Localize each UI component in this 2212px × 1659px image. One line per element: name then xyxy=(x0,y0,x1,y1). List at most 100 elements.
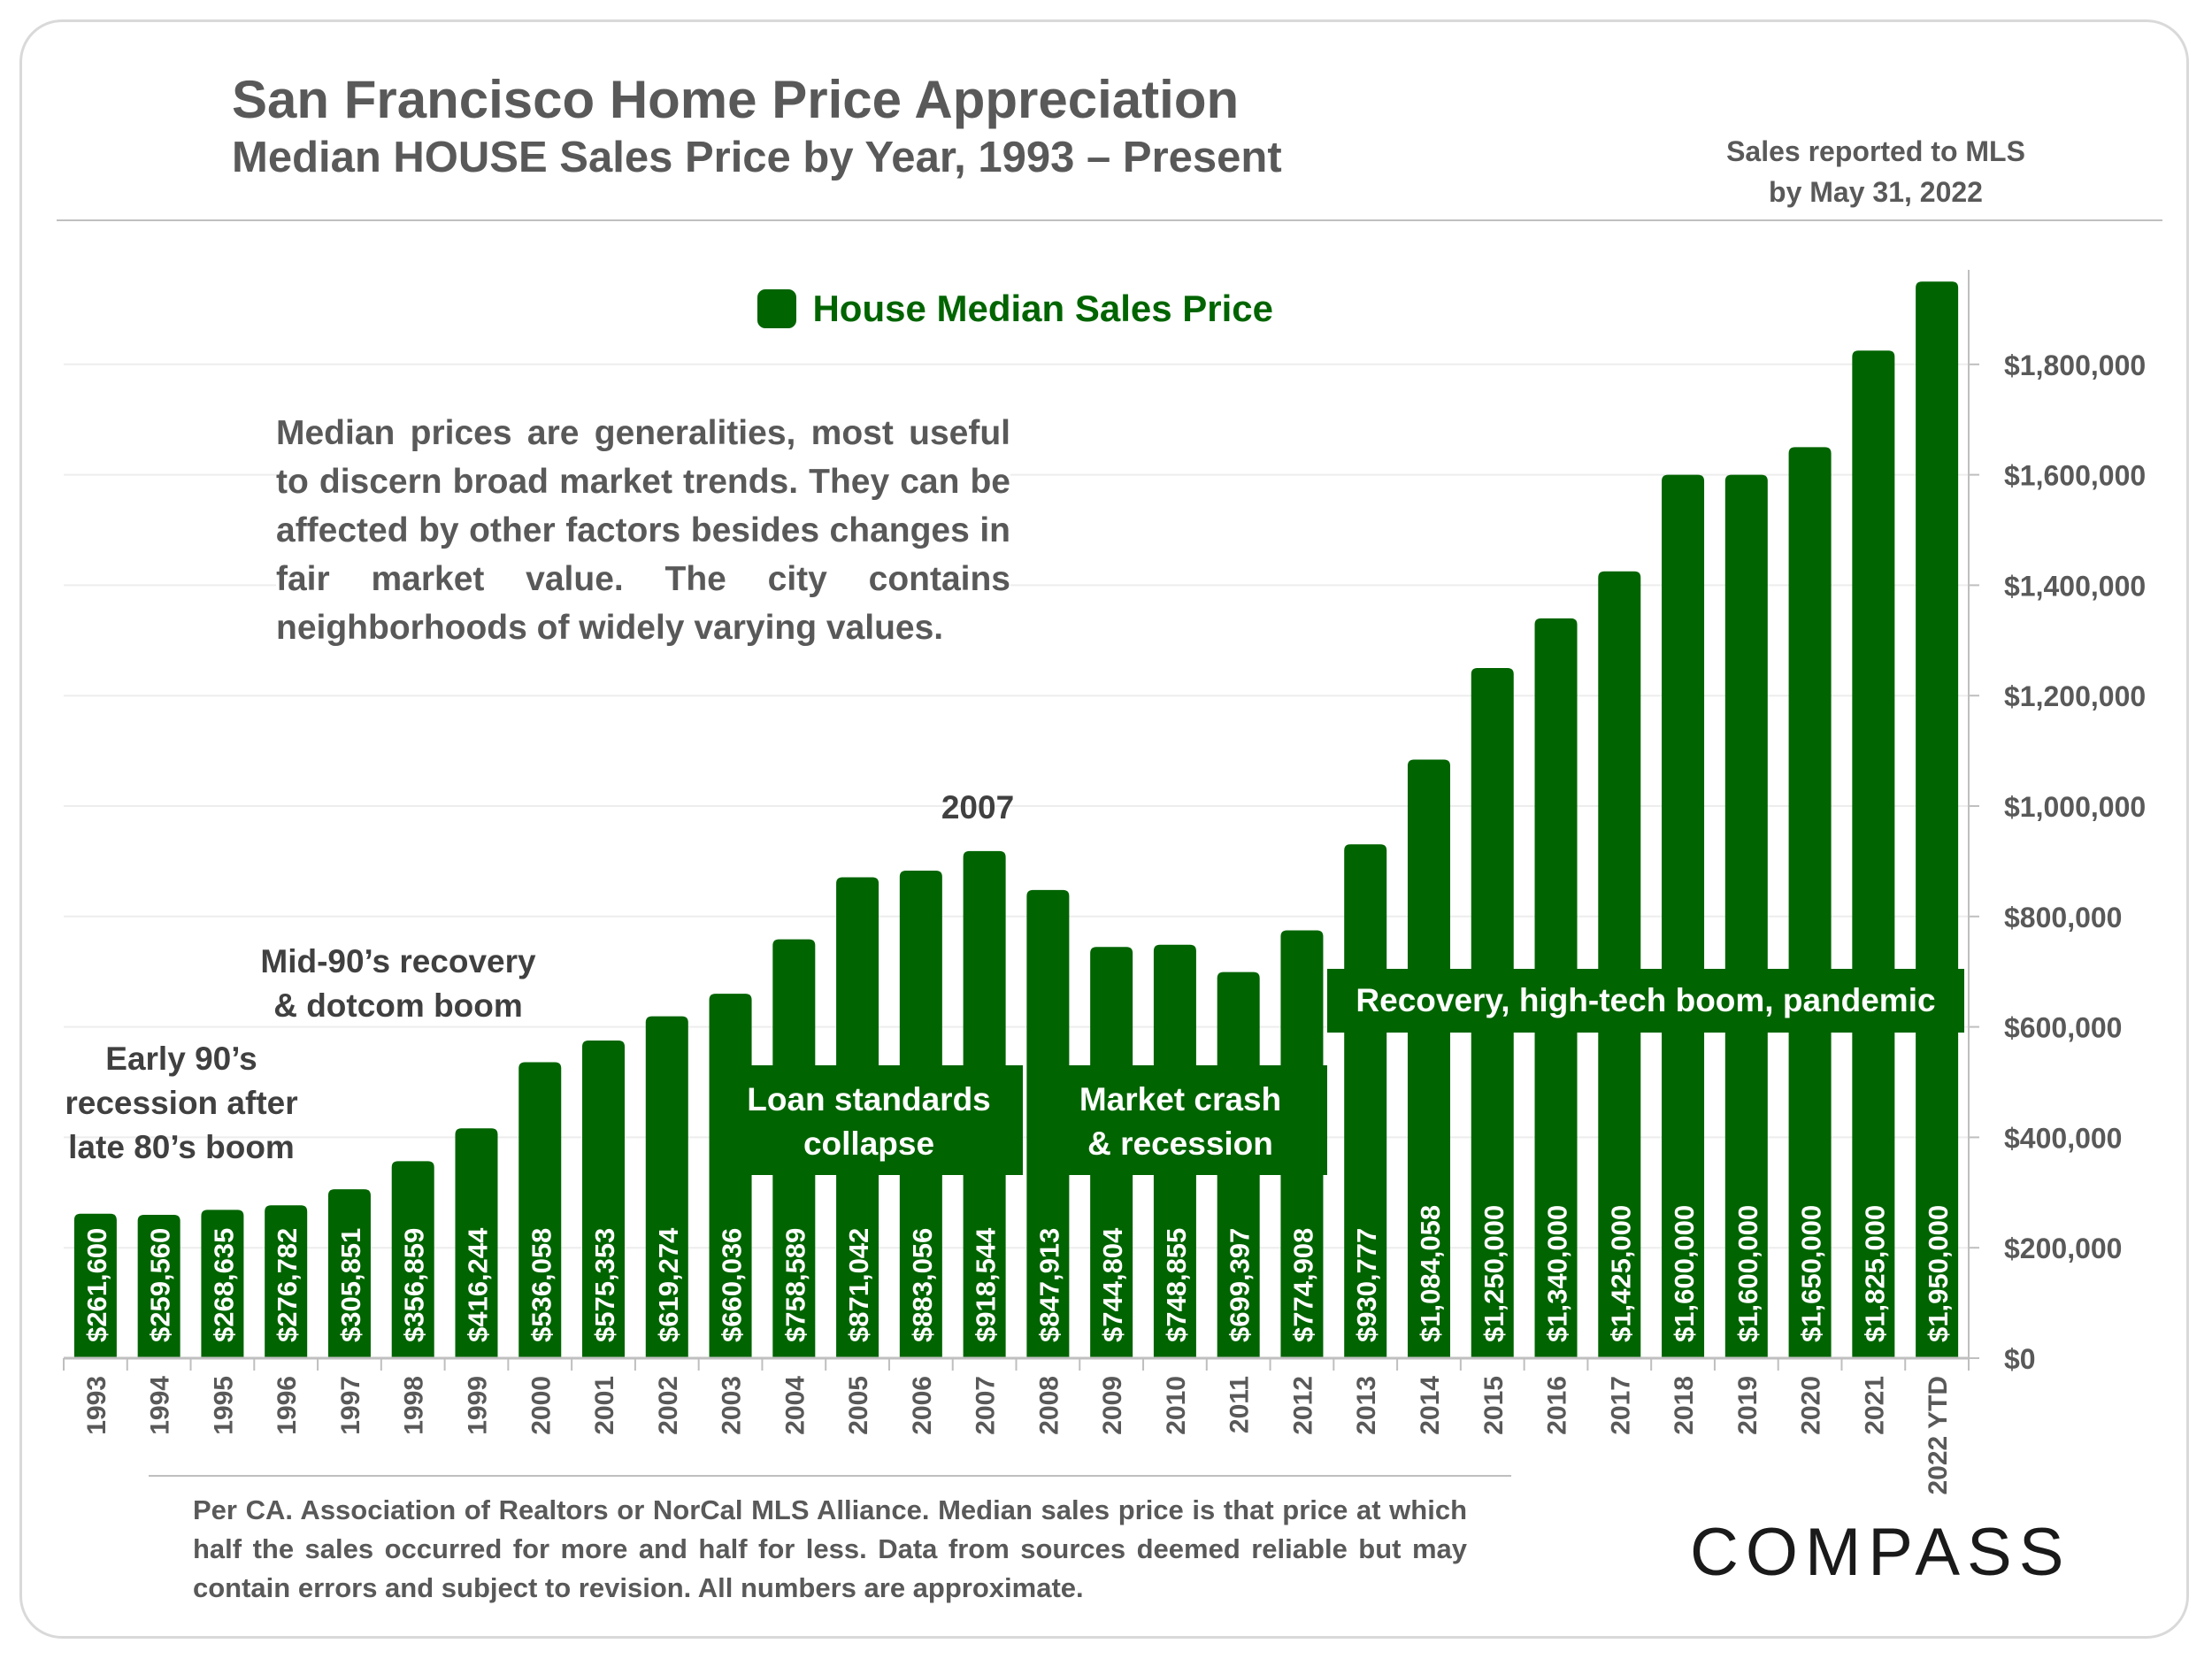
bar xyxy=(1852,350,1895,1359)
bar-value-label: $619,274 xyxy=(653,1227,684,1342)
bar-value-label: $774,908 xyxy=(1287,1228,1318,1342)
x-tick-label: 2009 xyxy=(1098,1376,1127,1435)
x-tick-label: 2013 xyxy=(1352,1376,1381,1435)
x-tick-label: 2019 xyxy=(1733,1376,1763,1435)
bar-value-label: $918,544 xyxy=(971,1227,1002,1342)
bar xyxy=(1407,759,1450,1358)
bar-value-label: $259,560 xyxy=(145,1228,176,1342)
annotation-crash-line2: & recession xyxy=(1087,1125,1273,1162)
x-tick-label: 2015 xyxy=(1479,1376,1509,1435)
y-tick-label: $1,000,000 xyxy=(2004,791,2146,823)
bar-value-label: $1,600,000 xyxy=(1669,1205,1700,1342)
x-tick-label: 1997 xyxy=(336,1376,365,1435)
x-tick-label: 2014 xyxy=(1416,1376,1445,1435)
bar-value-label: $416,244 xyxy=(462,1227,493,1342)
y-tick-label: $400,000 xyxy=(2004,1122,2122,1154)
x-tick-label: 2020 xyxy=(1797,1376,1826,1435)
bar-value-label: $1,340,000 xyxy=(1542,1205,1573,1342)
x-tick-label: 1998 xyxy=(400,1376,429,1435)
x-tick-label: 2002 xyxy=(654,1376,683,1435)
description-text: Median prices are generalities, most use… xyxy=(276,409,1010,652)
x-tick-label: 2006 xyxy=(908,1376,937,1435)
y-tick-label: $800,000 xyxy=(2004,902,2122,933)
bar-value-label: $847,913 xyxy=(1033,1228,1064,1342)
annotation-mid-90s: Mid-90’s recovery & dotcom boom xyxy=(248,940,549,1028)
axes: $0 $200,000 $400,000 $600,000 $800,000 $1,000… xyxy=(63,270,2146,1495)
bar-value-label: $536,058 xyxy=(526,1228,557,1342)
x-tick-label: 2012 xyxy=(1288,1376,1317,1435)
x-tick-label: 2017 xyxy=(1606,1376,1635,1435)
x-tick-label: 2018 xyxy=(1670,1376,1699,1435)
bar-value-label: $261,600 xyxy=(81,1228,112,1342)
x-tick-label: 2008 xyxy=(1034,1376,1064,1435)
annotation-loan-line2: collapse xyxy=(803,1125,935,1162)
bar-value-label: $1,425,000 xyxy=(1605,1205,1636,1342)
bar-value-label: $1,825,000 xyxy=(1859,1205,1890,1342)
x-tick-label: 2001 xyxy=(590,1376,619,1435)
bar xyxy=(645,1016,688,1358)
bar-value-label: $1,084,058 xyxy=(1415,1205,1446,1342)
bar-value-label: $660,036 xyxy=(717,1228,748,1342)
y-tick-label: $1,400,000 xyxy=(2004,570,2146,602)
annotation-early-90s-line1: Early 90’s xyxy=(105,1041,257,1077)
x-tick-label: 1993 xyxy=(82,1376,111,1435)
annotation-early-90s-line3: late 80’s boom xyxy=(68,1129,295,1165)
data-date-note-line1: Sales reported to MLS xyxy=(1726,135,2025,167)
data-date-note: Sales reported to MLS by May 31, 2022 xyxy=(1681,131,2070,212)
bar-value-label: $1,600,000 xyxy=(1732,1205,1763,1342)
bar-value-label: $268,635 xyxy=(208,1228,239,1342)
annotation-loan-standards: Loan standards collapse xyxy=(715,1065,1023,1175)
bar xyxy=(327,1189,371,1358)
x-tick-label: 1994 xyxy=(146,1376,175,1435)
annotation-mid-90s-line2: & dotcom boom xyxy=(273,987,523,1024)
y-tick-label: $200,000 xyxy=(2004,1233,2122,1264)
bar-value-label: $699,397 xyxy=(1225,1228,1256,1342)
bar xyxy=(1916,281,1959,1359)
data-date-note-line2: by May 31, 2022 xyxy=(1769,176,1983,208)
compass-logo-text: COMPASS xyxy=(1690,1515,2070,1590)
x-tick-label: 2000 xyxy=(526,1376,556,1435)
chart-subtitle: Median HOUSE Sales Price by Year, 1993 –… xyxy=(232,134,1282,181)
y-tick-label: $1,200,000 xyxy=(2004,680,2146,712)
x-tick-label: 2004 xyxy=(780,1376,810,1435)
bar-value-label: $930,777 xyxy=(1351,1228,1382,1342)
bar xyxy=(391,1161,434,1358)
annotation-mid-90s-line1: Mid-90’s recovery xyxy=(260,943,536,979)
legend-label: House Median Sales Price xyxy=(812,288,1274,329)
y-tick-label: $600,000 xyxy=(2004,1012,2122,1044)
bar-value-label: $1,950,000 xyxy=(1923,1205,1954,1342)
x-tick-label: 2022 YTD xyxy=(1924,1376,1953,1495)
header-divider xyxy=(57,219,2162,221)
bar-value-label: $871,042 xyxy=(843,1228,874,1342)
bar-value-label: $575,353 xyxy=(589,1228,620,1342)
bar-value-label: $1,250,000 xyxy=(1479,1205,1509,1342)
x-tick-label: 1999 xyxy=(463,1376,492,1435)
compass-logo: COMPASS xyxy=(1690,1515,2070,1590)
bar xyxy=(518,1062,562,1358)
annotation-early-90s: Early 90’s recession after late 80’s boo… xyxy=(53,1037,310,1170)
bar-value-label: $758,589 xyxy=(780,1228,810,1342)
y-tick-label: $0 xyxy=(2004,1343,2036,1375)
x-tick-label: 2007 xyxy=(972,1376,1001,1435)
bar xyxy=(455,1128,498,1358)
bar-value-label: $305,851 xyxy=(335,1228,366,1342)
chart-title: San Francisco Home Price Appreciation xyxy=(232,70,1240,129)
y-tick-label: $1,800,000 xyxy=(2004,349,2146,381)
x-tick-label: 2010 xyxy=(1162,1376,1191,1435)
x-tick-label: 2016 xyxy=(1543,1376,1572,1435)
legend-swatch-icon xyxy=(757,289,796,328)
x-tick-label: 1995 xyxy=(209,1376,238,1435)
bar-value-label: $356,859 xyxy=(399,1228,430,1342)
footer-source-note: Per CA. Association of Realtors or NorCa… xyxy=(193,1494,1467,1603)
annotation-early-90s-line2: recession after xyxy=(65,1085,298,1121)
bar xyxy=(582,1040,626,1358)
x-tick-label: 2021 xyxy=(1860,1376,1889,1435)
bar-value-label: $748,855 xyxy=(1161,1228,1192,1342)
bar-value-label: $276,782 xyxy=(272,1228,303,1342)
footer-divider xyxy=(149,1475,1511,1477)
x-tick-label: 1996 xyxy=(273,1376,302,1435)
bar xyxy=(1598,571,1641,1358)
annotation-recovery: Recovery, high-tech boom, pandemic xyxy=(1327,969,1964,1033)
bar-value-label: $883,056 xyxy=(907,1228,938,1342)
